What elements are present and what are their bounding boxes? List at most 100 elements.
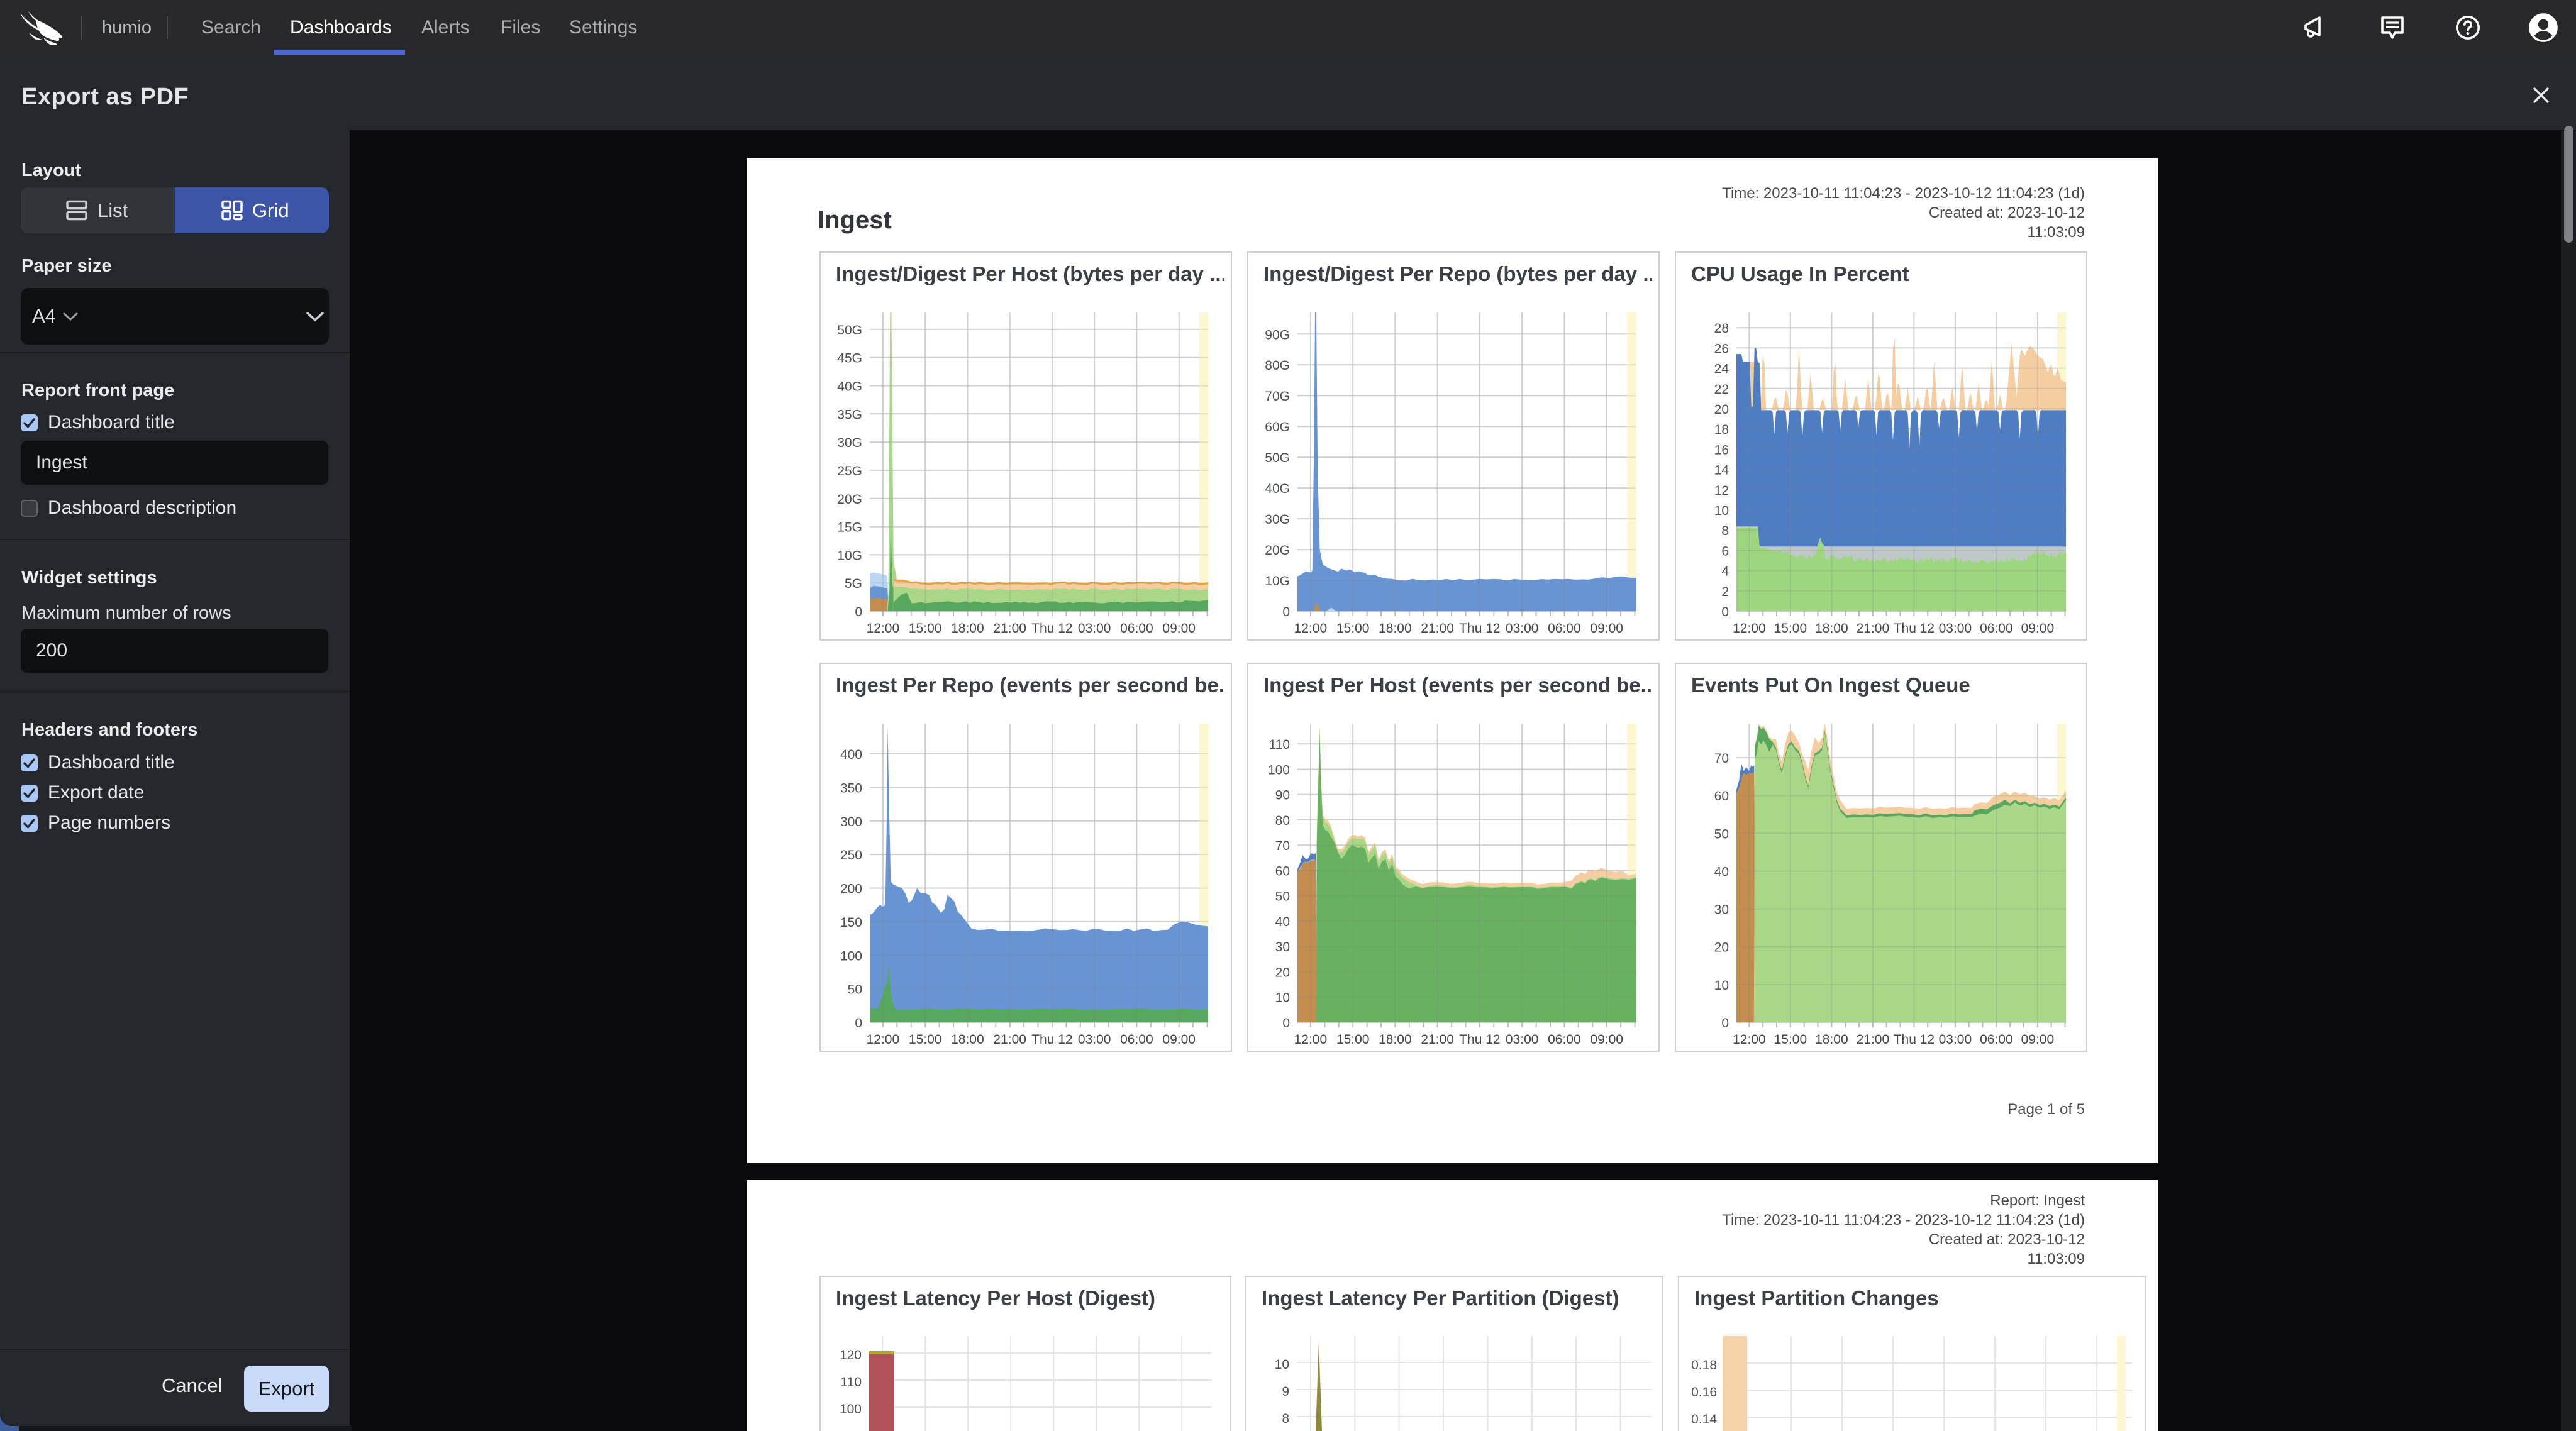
svg-text:0: 0 [1282, 605, 1290, 619]
svg-text:80G: 80G [1265, 358, 1290, 373]
svg-text:24: 24 [1714, 362, 1729, 377]
svg-text:90G: 90G [1265, 328, 1290, 342]
svg-text:0.18: 0.18 [1691, 1358, 1717, 1373]
svg-text:100: 100 [840, 949, 862, 963]
svg-text:8: 8 [1282, 1412, 1289, 1426]
svg-text:2: 2 [1721, 585, 1729, 599]
svg-text:20G: 20G [1265, 543, 1290, 558]
svg-text:09:00: 09:00 [1162, 1032, 1196, 1047]
svg-text:50: 50 [1275, 890, 1290, 904]
svg-text:12:00: 12:00 [1294, 1032, 1328, 1047]
svg-text:6: 6 [1721, 544, 1729, 558]
svg-text:22: 22 [1714, 382, 1729, 397]
svg-text:15:00: 15:00 [1336, 621, 1370, 636]
svg-text:60: 60 [1714, 789, 1729, 804]
svg-text:06:00: 06:00 [1548, 621, 1581, 636]
svg-text:70: 70 [1275, 839, 1290, 853]
svg-text:12:00: 12:00 [1733, 1032, 1766, 1047]
svg-text:12: 12 [1714, 483, 1729, 498]
svg-text:09:00: 09:00 [1590, 621, 1623, 636]
svg-text:70G: 70G [1265, 389, 1290, 404]
svg-text:70: 70 [1714, 751, 1729, 766]
svg-text:40: 40 [1714, 865, 1729, 880]
svg-text:18:00: 18:00 [951, 621, 984, 636]
svg-text:8: 8 [1721, 524, 1729, 538]
svg-text:06:00: 06:00 [1980, 1032, 2013, 1047]
svg-text:15:00: 15:00 [1774, 1032, 1807, 1047]
svg-text:40: 40 [1275, 915, 1290, 929]
svg-text:0: 0 [855, 1016, 862, 1030]
svg-text:12:00: 12:00 [867, 1032, 900, 1047]
svg-text:16: 16 [1714, 443, 1729, 457]
svg-text:0: 0 [855, 605, 862, 619]
svg-text:20: 20 [1275, 966, 1290, 980]
svg-text:200: 200 [840, 882, 862, 897]
svg-text:4: 4 [1721, 565, 1729, 579]
svg-text:09:00: 09:00 [2021, 1032, 2055, 1047]
svg-text:350: 350 [840, 781, 862, 795]
svg-text:03:00: 03:00 [1506, 1032, 1539, 1047]
svg-text:0: 0 [1721, 605, 1729, 619]
svg-text:0: 0 [1282, 1016, 1290, 1030]
svg-text:26: 26 [1714, 341, 1729, 356]
svg-text:21:00: 21:00 [993, 621, 1026, 636]
svg-text:06:00: 06:00 [1120, 621, 1153, 636]
svg-text:18:00: 18:00 [1379, 621, 1412, 636]
svg-text:Thu 12: Thu 12 [1894, 621, 1935, 636]
svg-text:09:00: 09:00 [2021, 621, 2055, 636]
svg-text:12:00: 12:00 [1733, 621, 1766, 636]
svg-text:21:00: 21:00 [1857, 1032, 1890, 1047]
svg-text:03:00: 03:00 [1939, 1032, 1972, 1047]
svg-text:40G: 40G [1265, 482, 1290, 496]
svg-text:60: 60 [1275, 865, 1290, 879]
svg-text:0: 0 [1721, 1016, 1729, 1030]
svg-text:10G: 10G [837, 548, 862, 563]
svg-text:03:00: 03:00 [1078, 1032, 1111, 1047]
svg-text:03:00: 03:00 [1939, 621, 1972, 636]
svg-text:100: 100 [840, 1402, 862, 1417]
svg-text:90: 90 [1275, 788, 1290, 803]
svg-text:03:00: 03:00 [1078, 621, 1111, 636]
svg-text:Thu 12: Thu 12 [1031, 1032, 1072, 1047]
svg-text:21:00: 21:00 [993, 1032, 1026, 1047]
svg-text:03:00: 03:00 [1506, 621, 1539, 636]
svg-text:80: 80 [1275, 814, 1290, 828]
svg-text:35G: 35G [837, 407, 862, 422]
svg-text:250: 250 [840, 848, 862, 863]
svg-text:110: 110 [1269, 738, 1290, 752]
svg-text:12:00: 12:00 [1294, 621, 1328, 636]
svg-text:50: 50 [1714, 827, 1729, 841]
svg-text:09:00: 09:00 [1590, 1032, 1623, 1047]
svg-text:15:00: 15:00 [909, 1032, 942, 1047]
svg-text:90: 90 [847, 1429, 862, 1431]
svg-text:120: 120 [840, 1348, 862, 1362]
svg-text:06:00: 06:00 [1120, 1032, 1153, 1047]
svg-text:5G: 5G [845, 577, 862, 591]
svg-text:28: 28 [1714, 321, 1729, 336]
svg-text:18: 18 [1714, 423, 1729, 437]
svg-text:18:00: 18:00 [951, 1032, 984, 1047]
svg-text:15:00: 15:00 [909, 621, 942, 636]
svg-text:20G: 20G [837, 492, 862, 507]
svg-text:15:00: 15:00 [1774, 621, 1807, 636]
svg-text:45G: 45G [837, 351, 862, 366]
svg-text:10G: 10G [1265, 574, 1290, 588]
svg-text:10: 10 [1714, 504, 1729, 518]
svg-text:50: 50 [848, 983, 862, 997]
svg-text:10: 10 [1714, 978, 1729, 993]
svg-text:110: 110 [841, 1375, 862, 1390]
svg-text:15:00: 15:00 [1336, 1032, 1370, 1047]
svg-text:30G: 30G [1265, 512, 1290, 527]
svg-text:20: 20 [1714, 941, 1729, 955]
svg-text:Thu 12: Thu 12 [1459, 621, 1500, 636]
svg-text:06:00: 06:00 [1548, 1032, 1581, 1047]
svg-text:30G: 30G [837, 436, 862, 450]
svg-text:09:00: 09:00 [1162, 621, 1196, 636]
svg-text:21:00: 21:00 [1421, 1032, 1454, 1047]
svg-text:14: 14 [1714, 463, 1729, 478]
svg-text:0.14: 0.14 [1691, 1412, 1717, 1427]
svg-text:30: 30 [1275, 940, 1290, 954]
svg-text:50G: 50G [1265, 451, 1290, 465]
svg-text:300: 300 [840, 815, 862, 829]
svg-text:Thu 12: Thu 12 [1459, 1032, 1500, 1047]
